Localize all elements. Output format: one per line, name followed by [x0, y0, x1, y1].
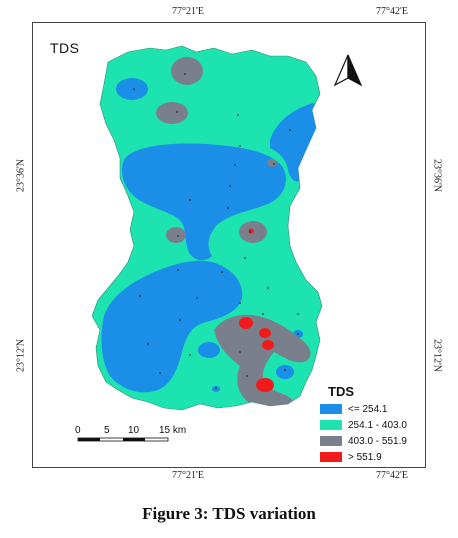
- map-title: TDS: [50, 40, 80, 56]
- high-tds-zone-southeast: [214, 314, 311, 408]
- sample-point: [196, 297, 198, 299]
- longitude-label-top-left: 77°21'E: [172, 6, 204, 17]
- legend-item: <= 254.1: [320, 401, 407, 417]
- sample-point: [133, 88, 135, 90]
- very-high-tds-spot-4: [256, 378, 274, 392]
- high-tds-zone-small-2: [319, 320, 322, 330]
- legend-label: <= 254.1: [348, 403, 388, 415]
- sample-point: [159, 372, 161, 374]
- sample-point: [239, 351, 241, 353]
- scale-label-5: 5: [104, 425, 110, 436]
- sample-point: [273, 163, 275, 165]
- sample-point: [176, 111, 178, 113]
- high-tds-zone-north-2: [156, 102, 188, 124]
- sample-point: [189, 199, 191, 201]
- very-high-tds-spot-1: [239, 317, 253, 329]
- sample-point: [189, 354, 191, 356]
- sample-point: [147, 343, 149, 345]
- map-legend: TDS <= 254.1 254.1 - 403.0 403.0 - 551.9…: [320, 384, 407, 465]
- sample-point: [244, 257, 246, 259]
- sample-point: [249, 231, 251, 233]
- sample-point: [239, 302, 241, 304]
- legend-swatch: [320, 436, 342, 446]
- sample-point: [177, 269, 179, 271]
- low-tds-zone-northeast: [270, 103, 322, 182]
- very-high-tds-spot-5: [248, 228, 254, 234]
- scale-label-0: 0: [75, 425, 81, 436]
- sample-point: [297, 333, 299, 335]
- sample-point: [234, 164, 236, 166]
- high-tds-zone-east-small: [267, 159, 277, 167]
- low-tds-zone-small-2: [276, 365, 294, 379]
- legend-item: > 551.9: [320, 449, 407, 465]
- sample-point: [267, 287, 269, 289]
- sample-point: [139, 295, 141, 297]
- sample-point: [177, 235, 179, 237]
- very-high-tds-spot-3: [262, 340, 274, 350]
- sample-point: [184, 73, 186, 75]
- legend-label: 403.0 - 551.9: [348, 435, 407, 447]
- scale-label-10: 10: [128, 425, 140, 436]
- very-high-tds-spot-2: [259, 328, 271, 338]
- longitude-label-top-right: 77°42'E: [376, 6, 408, 17]
- scale-bar: [77, 437, 169, 442]
- longitude-label-bottom-right: 77°42'E: [376, 470, 408, 481]
- legend-swatch: [320, 452, 342, 462]
- high-tds-zone-north: [171, 57, 203, 85]
- sample-point: [289, 129, 291, 131]
- longitude-label-bottom-left: 77°21'E: [172, 470, 204, 481]
- legend-label: > 551.9: [348, 451, 382, 463]
- sample-point: [246, 375, 248, 377]
- legend-item: 254.1 - 403.0: [320, 417, 407, 433]
- sample-point: [284, 369, 286, 371]
- sample-point: [227, 207, 229, 209]
- low-tds-zone-small-1: [198, 342, 220, 358]
- sample-points: [133, 73, 299, 389]
- sample-point: [221, 271, 223, 273]
- legend-swatch: [320, 404, 342, 414]
- sample-point: [239, 145, 241, 147]
- high-tds-zone-west: [166, 227, 186, 243]
- high-tds-zone-small-1: [234, 351, 248, 361]
- sample-point: [237, 114, 239, 116]
- figure-caption: Figure 3: TDS variation: [142, 504, 316, 523]
- sample-point: [215, 387, 217, 389]
- low-tds-zone-north: [116, 78, 148, 100]
- legend-title: TDS: [328, 384, 354, 399]
- sample-point: [297, 313, 299, 315]
- low-tds-zone-central: [122, 143, 286, 261]
- low-tds-zone-southwest: [101, 260, 243, 393]
- sample-point: [179, 319, 181, 321]
- legend-label: 254.1 - 403.0: [348, 419, 407, 431]
- scale-label-15km: 15 km: [159, 425, 187, 436]
- sample-point: [229, 185, 231, 187]
- sample-point: [262, 313, 264, 315]
- north-arrow-icon: [333, 54, 363, 87]
- low-tds-zone-small-5: [212, 386, 220, 392]
- legend-item: 403.0 - 551.9: [320, 433, 407, 449]
- legend-swatch: [320, 420, 342, 430]
